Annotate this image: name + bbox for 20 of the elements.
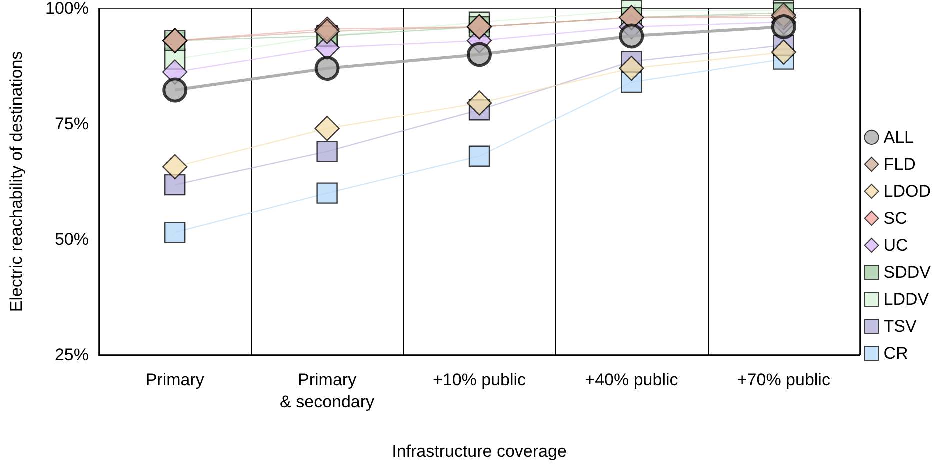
x-tick-label: Primary [146, 370, 205, 390]
x-axis-title: Infrastructure coverage [392, 442, 567, 461]
y-tick-label: 100% [46, 0, 89, 18]
legend-label: LDOD [884, 182, 932, 201]
legend-label: UC [884, 236, 908, 255]
x-tick-label: +70% public [737, 370, 831, 390]
y-tick-label: 50% [54, 230, 89, 249]
y-axis-title: Electric reachability of destinations [7, 51, 26, 312]
legend-label: FLD [884, 155, 916, 174]
legend-label: SDDV [884, 263, 932, 282]
legend-label: TSV [884, 317, 918, 336]
y-tick-label: 75% [54, 114, 89, 134]
x-tick-label: Primary & secondary [280, 370, 376, 412]
legend-label: ALL [884, 128, 914, 147]
x-tick-label: +10% public [432, 370, 527, 390]
legend-label: SC [884, 209, 908, 228]
legend-label: LDDV [884, 290, 930, 309]
y-tick-label: 25% [54, 346, 89, 364]
legend-label: CR [884, 344, 908, 363]
x-tick-label: +40% public [585, 370, 679, 390]
